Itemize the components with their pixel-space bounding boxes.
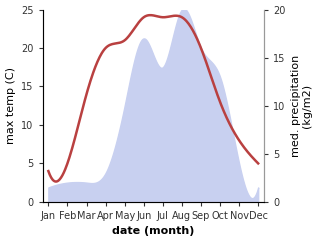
- Y-axis label: max temp (C): max temp (C): [5, 67, 16, 144]
- Y-axis label: med. precipitation
(kg/m2): med. precipitation (kg/m2): [291, 55, 313, 157]
- X-axis label: date (month): date (month): [112, 227, 194, 236]
